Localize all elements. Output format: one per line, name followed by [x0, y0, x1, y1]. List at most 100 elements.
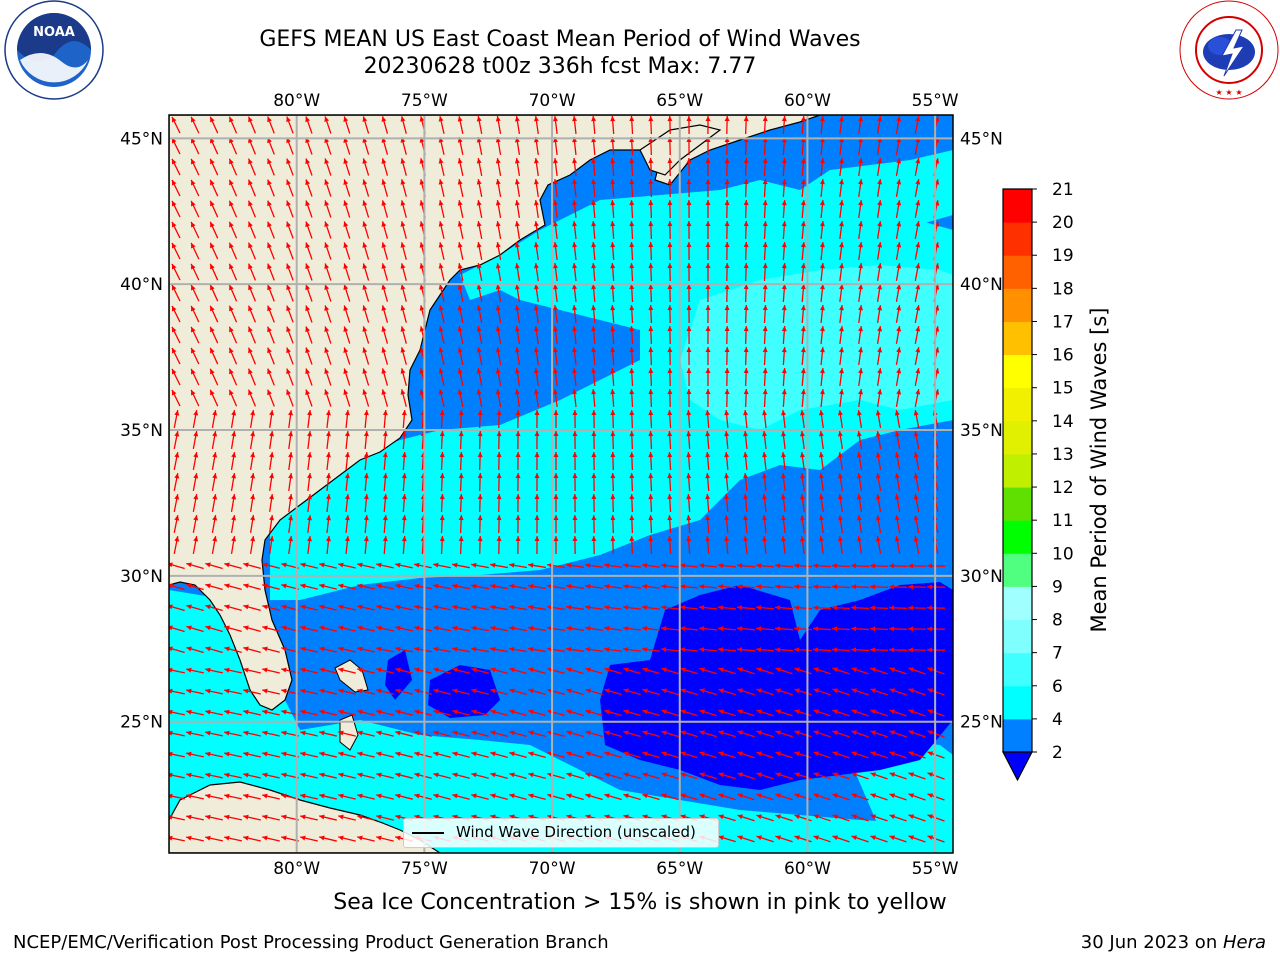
colorbar-segment [1003, 685, 1032, 720]
wave-direction-arrowhead [743, 263, 749, 269]
wave-direction-arrowhead [395, 772, 401, 778]
wave-direction-arrowhead [509, 688, 515, 694]
lon-label-bottom: 80°W [273, 859, 320, 879]
wave-direction-arrowhead [648, 221, 654, 227]
wave-direction-arrowhead [439, 515, 445, 521]
wave-direction-arrowhead [476, 179, 482, 185]
wave-direction-arrowhead [686, 305, 692, 311]
wave-direction-arrowhead [381, 116, 387, 122]
wave-direction-arrowhead [889, 793, 896, 799]
wave-direction-arrowhead [414, 751, 420, 757]
wave-direction-arrowhead [667, 221, 673, 227]
wave-direction-arrowhead [229, 305, 234, 312]
wave-direction-arrowhead [438, 368, 444, 374]
wave-direction-arrowhead [243, 625, 249, 631]
wave-direction-arrowhead [756, 730, 762, 736]
lat-label-left: 30°N [120, 567, 163, 587]
wave-direction-arrowhead [737, 772, 743, 778]
wave-direction-arrowhead [667, 431, 673, 437]
wave-direction-arrowhead [591, 200, 597, 206]
wave-direction-arrowhead [762, 452, 768, 458]
wave-direction-arrowhead [877, 200, 883, 206]
wave-direction-arrowhead [686, 179, 692, 185]
wave-direction-arrowhead [870, 626, 876, 632]
wave-direction-arrowhead [400, 221, 406, 227]
wave-direction-arrowhead [534, 410, 540, 416]
wave-direction-arrowhead [300, 709, 306, 715]
wave-direction-arrowhead [875, 431, 881, 437]
wave-direction-arrowhead [705, 452, 711, 458]
wave-direction-arrowhead [262, 751, 268, 757]
wave-direction-arrowhead [927, 605, 933, 611]
wave-direction-arrowhead [495, 284, 501, 290]
wave-direction-arrowhead [889, 563, 895, 569]
wave-direction-arrowhead [699, 730, 705, 736]
wave-direction-arrowhead [495, 305, 501, 311]
wave-direction-arrowhead [476, 326, 482, 332]
wave-direction-arrowhead [319, 562, 325, 568]
wave-direction-arrowhead [193, 515, 199, 521]
wave-direction-arrowhead [889, 730, 896, 736]
wave-direction-arrowhead [267, 116, 272, 123]
wave-direction-arrowhead [212, 473, 218, 479]
wave-direction-arrowhead [629, 494, 635, 500]
wave-direction-arrowhead [775, 667, 781, 673]
wave-direction-arrowhead [832, 647, 838, 653]
wave-direction-arrowhead [858, 263, 864, 269]
wave-direction-arrowhead [642, 751, 648, 757]
wave-direction-arrowhead [186, 667, 192, 673]
wave-direction-arrowhead [169, 709, 173, 715]
wave-direction-arrowhead [724, 347, 730, 353]
wave-direction-arrowhead [553, 242, 558, 248]
wave-direction-arrowhead [288, 410, 294, 416]
wave-direction-arrowhead [496, 473, 502, 479]
wave-direction-arrowhead [705, 221, 711, 227]
wave-direction-arrowhead [566, 772, 572, 778]
wave-direction-arrowhead [307, 515, 312, 521]
wave-direction-arrowhead [661, 667, 667, 673]
wave-direction-arrowhead [300, 835, 306, 841]
wave-direction-arrowhead [851, 709, 858, 715]
wave-direction-arrowhead [515, 473, 521, 479]
wave-direction-arrowhead [604, 688, 610, 694]
colorbar-tick-label: 16 [1052, 346, 1074, 366]
wave-direction-arrowhead [509, 604, 515, 610]
wave-direction-arrowhead [400, 284, 406, 290]
wave-direction-arrowhead [585, 562, 591, 568]
wave-direction-arrowhead [572, 284, 578, 290]
wave-direction-arrowhead [553, 200, 558, 206]
wave-direction-arrowhead [572, 179, 578, 185]
wave-direction-arrowhead [870, 772, 877, 778]
colorbar-segment [1003, 288, 1032, 322]
wave-direction-arrowhead [889, 688, 896, 694]
wave-direction-arrowhead [307, 410, 312, 416]
wave-direction-arrowhead [775, 563, 781, 569]
wave-direction-arrowhead [433, 604, 439, 610]
colorbar-segment [1003, 652, 1032, 687]
wave-direction-arrowhead [528, 667, 534, 673]
wave-direction-arrowhead [553, 536, 559, 542]
sea-ice-caption: Sea Ice Concentration > 15% is shown in … [333, 890, 947, 915]
wave-direction-arrowhead [174, 536, 180, 542]
wave-direction-arrowhead [305, 200, 311, 207]
legend-label: Wind Wave Direction (unscaled) [456, 823, 696, 841]
wave-direction-arrowhead [514, 158, 520, 164]
wave-direction-arrowhead [856, 452, 862, 458]
wave-direction-arrowhead [528, 730, 534, 736]
wave-direction-arrowhead [667, 284, 673, 290]
wave-direction-arrowhead [553, 452, 559, 458]
wave-direction-arrowhead [896, 116, 902, 122]
wave-direction-arrowhead [800, 347, 806, 353]
wave-direction-arrowhead [623, 793, 629, 799]
wave-direction-arrowhead [286, 263, 291, 270]
wave-direction-arrowhead [419, 158, 425, 164]
wave-direction-arrowhead [819, 347, 825, 353]
wave-direction-arrowhead [819, 305, 825, 311]
wave-direction-arrowhead [762, 431, 768, 437]
wave-direction-arrowhead [724, 263, 730, 269]
wave-direction-arrowhead [870, 709, 877, 715]
wave-direction-arrowhead [229, 326, 234, 333]
wave-direction-arrowhead [281, 835, 287, 841]
wave-direction-arrowhead [775, 626, 781, 632]
wave-direction-arrowhead [705, 536, 711, 542]
